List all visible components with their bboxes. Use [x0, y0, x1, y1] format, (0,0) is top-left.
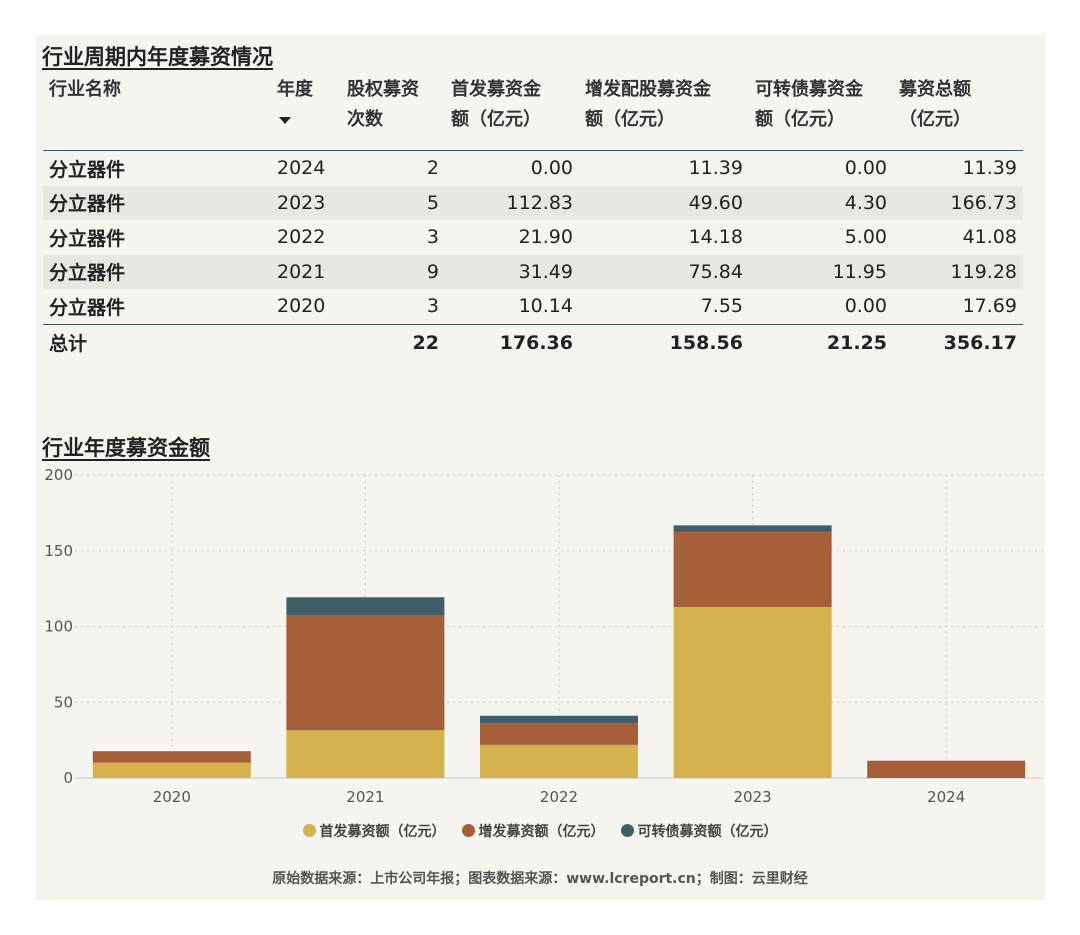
cell-industry: 分立器件: [49, 227, 126, 250]
legend-item: 增发募资额（亿元）: [461, 821, 605, 841]
x-tick-label: 2024: [927, 788, 965, 806]
cell-year: 2020: [277, 295, 326, 318]
cell-ipo: 112.83: [445, 185, 579, 220]
cell-count: 3: [426, 295, 439, 318]
cell-total: 17.69: [962, 295, 1017, 318]
legend-item: 可转债募资额（亿元）: [620, 821, 778, 841]
total-additional: 158.56: [579, 323, 749, 361]
legend-label: 增发募资额（亿元）: [478, 824, 605, 840]
chart-legend: 首发募资额（亿元） 增发募资额（亿元） 可转债募资额（亿元）: [35, 821, 1045, 841]
cell-year: 2021: [271, 254, 341, 289]
sort-desc-icon[interactable]: [279, 116, 291, 124]
cell-convertible: 0.00: [844, 295, 887, 318]
table-row: 分立器件 2024 2 0.00 11.39 0.00 11.39: [43, 151, 1023, 186]
x-tick-label: 2023: [734, 788, 772, 806]
bar-segment-2024-series-2: [867, 760, 1026, 778]
legend-label: 可转债募资额（亿元）: [637, 824, 778, 840]
cell-count: 2: [426, 157, 439, 180]
chart-title: 行业年度募资金额: [42, 436, 210, 460]
cell-industry: 分立器件: [43, 254, 271, 289]
total-convertible: 21.25: [749, 323, 893, 361]
total-label: 总计: [43, 323, 271, 361]
cell-ipo: 21.90: [518, 226, 573, 249]
cell-additional: 11.39: [688, 157, 743, 180]
cell-total: 166.73: [893, 185, 1023, 220]
column-header-year[interactable]: 年度: [271, 75, 341, 151]
column-header-convertible[interactable]: 可转债募资金 额（亿元）: [749, 75, 893, 151]
report-card: 行业周期内年度募资情况 行业名称 年度 股权募资 次数 首发募资金 额（亿元） 增发…: [35, 35, 1045, 900]
cell-industry: 分立器件: [43, 185, 271, 220]
column-header-additional[interactable]: 增发配股募资金 额（亿元）: [579, 75, 749, 151]
total-count: 22: [341, 323, 445, 361]
cell-convertible: 4.30: [749, 185, 893, 220]
table-row: 分立器件 2022 3 21.90 14.18 5.00 41.08: [43, 220, 1023, 255]
cell-total: 41.08: [962, 226, 1017, 249]
cell-ipo: 31.49: [445, 254, 579, 289]
cell-count: 3: [426, 226, 439, 249]
total-year-empty: [271, 323, 341, 361]
column-header-count[interactable]: 股权募资 次数: [341, 75, 445, 151]
bar-segment-2020-series-2: [92, 751, 251, 763]
bar-segment-2021-series-1: [286, 730, 445, 778]
y-tick-label: 100: [44, 618, 73, 636]
y-tick-label: 150: [44, 542, 73, 560]
cell-convertible: 5.00: [844, 226, 887, 249]
y-tick-label: 200: [44, 466, 73, 484]
total-row: 总计 22 176.36 158.56 21.25 356.17: [43, 323, 1023, 361]
total-ipo: 176.36: [445, 323, 579, 361]
bar-segment-2023-series-2: [673, 531, 832, 608]
bar-segment-2021-series-2: [286, 615, 445, 731]
y-tick-label: 0: [63, 769, 73, 787]
cell-industry: 分立器件: [49, 158, 126, 181]
cell-year: 2023: [271, 185, 341, 220]
bar-segment-2023-series-1: [673, 607, 832, 778]
bar-segment-2023-series-3: [673, 525, 832, 532]
legend-swatch-icon: [461, 824, 475, 837]
table-title: 行业周期内年度募资情况: [42, 45, 273, 69]
y-tick-label: 50: [54, 693, 73, 711]
cell-additional: 75.84: [579, 254, 749, 289]
table-row: 分立器件 2023 5 112.83 49.60 4.30 166.73: [43, 185, 1023, 220]
cell-year: 2024: [277, 157, 326, 180]
bar-segment-2022-series-2: [480, 723, 638, 745]
cell-industry: 分立器件: [49, 296, 126, 319]
column-header-ipo[interactable]: 首发募资金 额（亿元）: [445, 75, 579, 151]
cell-count: 5: [341, 185, 445, 220]
cell-total: 119.28: [893, 254, 1023, 289]
header-row: 行业名称 年度 股权募资 次数 首发募资金 额（亿元） 增发配股募资金 额（亿元） 可…: [43, 75, 1023, 151]
bar-segment-2020-series-1: [92, 762, 251, 778]
cell-convertible: 11.95: [749, 254, 893, 289]
legend-label: 首发募资额（亿元）: [319, 824, 446, 840]
cell-additional: 7.55: [700, 295, 743, 318]
bar-segment-2021-series-3: [286, 597, 445, 616]
legend-swatch-icon: [302, 824, 316, 837]
stacked-bar-chart: 0 50 100 150 200 2020 2021 2022 2023 2024: [44, 466, 1043, 806]
total-total: 356.17: [893, 323, 1023, 361]
table-row: 分立器件 2021 9 31.49 75.84 11.95 119.28: [43, 254, 1023, 289]
source-note: 原始数据来源：上市公司年报；图表数据来源：www.lcreport.cn；制图：…: [272, 871, 808, 887]
x-tick-label: 2022: [540, 788, 578, 806]
cell-additional: 14.18: [688, 226, 743, 249]
cell-ipo: 0.00: [530, 157, 573, 180]
legend-swatch-icon: [620, 824, 634, 837]
table-row: 分立器件 2020 3 10.14 7.55 0.00 17.69: [43, 289, 1023, 324]
cell-total: 11.39: [962, 157, 1017, 180]
x-tick-label: 2020: [153, 788, 191, 806]
column-header-industry[interactable]: 行业名称: [43, 75, 271, 151]
funding-table: 行业名称 年度 股权募资 次数 首发募资金 额（亿元） 增发配股募资金 额（亿元） 可…: [43, 75, 1023, 361]
legend-item: 首发募资额（亿元）: [302, 821, 446, 841]
x-tick-label: 2021: [346, 788, 384, 806]
cell-convertible: 0.00: [844, 157, 887, 180]
cell-additional: 49.60: [579, 185, 749, 220]
bar-segment-2022-series-1: [480, 744, 638, 778]
bar-segment-2022-series-3: [480, 715, 638, 724]
cell-year: 2022: [277, 226, 326, 249]
cell-count: 9: [341, 254, 445, 289]
cell-ipo: 10.14: [518, 295, 573, 318]
column-header-total[interactable]: 募资总额 （亿元）: [893, 75, 1023, 151]
